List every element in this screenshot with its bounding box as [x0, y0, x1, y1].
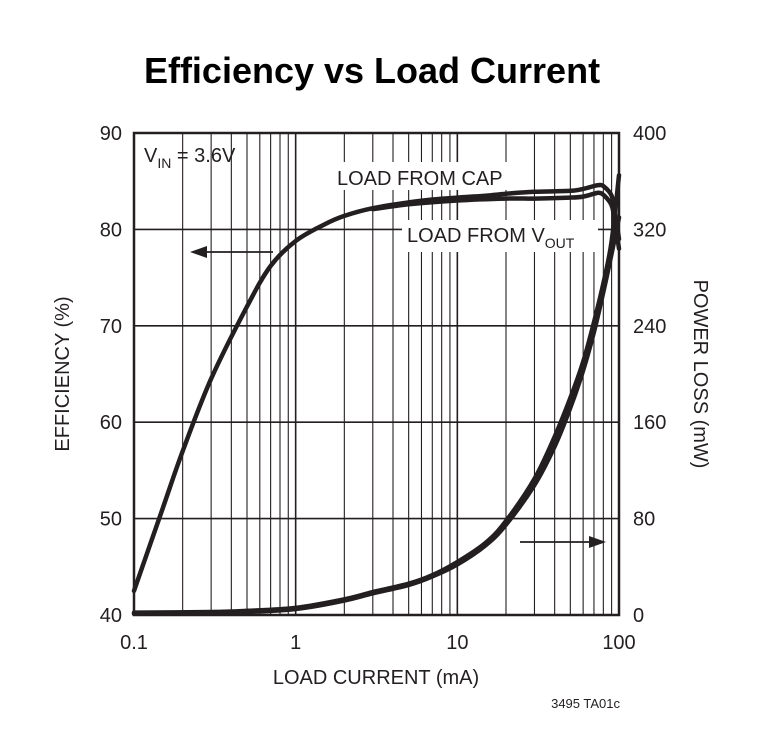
y-axis-right-label: POWER LOSS (mW) [689, 280, 711, 469]
label-bg-cap [332, 162, 518, 190]
x-tick-label: 0.1 [120, 632, 148, 654]
y-left-tick-label: 40 [100, 605, 122, 627]
annotation-load-from-vout: LOAD FROM VOUT [407, 225, 575, 251]
y-right-tick-label: 160 [633, 412, 666, 434]
x-tick-label: 100 [602, 632, 635, 654]
y-left-tick-label: 90 [100, 123, 122, 145]
vin-value: = 3.6V [171, 145, 236, 167]
x-axis-label: LOAD CURRENT (mA) [273, 667, 479, 689]
label-bg-vout [402, 220, 598, 252]
vout-main: LOAD FROM V [407, 225, 545, 247]
tick-labels: 0.1 1 10 100 40 50 60 70 80 90 0 80 160 240 320 400 [100, 123, 667, 654]
y-left-tick-label: 70 [100, 316, 122, 338]
efficiency-curve-1 [131, 182, 622, 594]
y-right-tick-label: 320 [633, 219, 666, 241]
grid [133, 132, 619, 616]
vin-main: V [144, 145, 158, 167]
right-axis-arrow [520, 536, 606, 548]
power-loss-curve-4 [131, 215, 622, 617]
y-right-tick-label: 400 [633, 123, 666, 145]
plot-frame [132, 131, 621, 617]
x-tick-label: 1 [290, 632, 301, 654]
efficiency-curve-2 [370, 190, 622, 251]
annotation-load-from-cap: LOAD FROM CAP [337, 168, 503, 190]
vin-subscript: IN [157, 155, 171, 171]
y-left-tick-label: 50 [100, 509, 122, 531]
chart-title: Efficiency vs Load Current [144, 50, 600, 91]
y-right-tick-label: 240 [633, 316, 666, 338]
x-tick-label: 10 [446, 632, 468, 654]
figure-code: 3495 TA01c [551, 696, 620, 711]
y-axis-left-label: EFFICIENCY (%) [52, 296, 74, 451]
y-right-tick-label: 0 [633, 605, 644, 627]
series-layer [131, 172, 622, 617]
y-right-tick-label: 80 [633, 509, 655, 531]
y-left-tick-label: 60 [100, 412, 122, 434]
left-axis-arrow [190, 246, 273, 258]
vin-condition-label: VIN = 3.6V [144, 145, 236, 171]
y-left-tick-label: 80 [100, 219, 122, 241]
vout-subscript: OUT [545, 235, 575, 251]
